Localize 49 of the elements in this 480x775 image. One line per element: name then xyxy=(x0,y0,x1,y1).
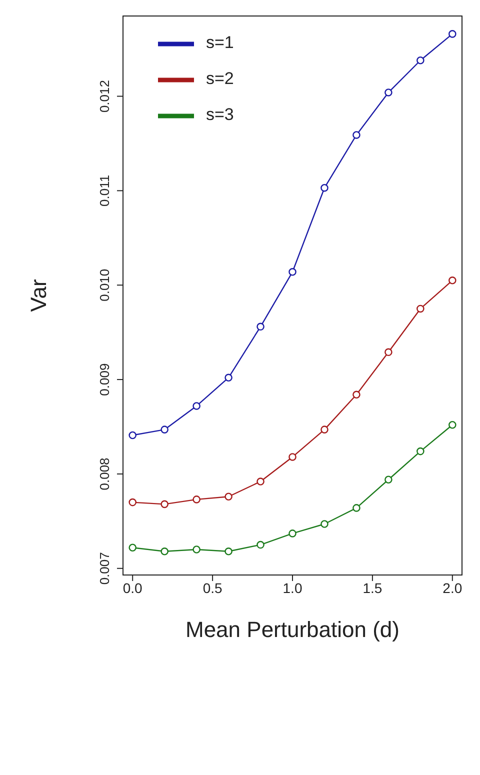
point xyxy=(288,453,296,461)
point xyxy=(352,390,360,399)
y-axis-title: Var xyxy=(26,279,51,312)
point xyxy=(320,520,328,528)
x-tick-label: 0.0 xyxy=(122,580,143,596)
point xyxy=(352,504,360,512)
x-tick-label: 1.0 xyxy=(282,580,302,596)
legend-label: s=1 xyxy=(206,33,234,52)
legend-label: s=3 xyxy=(206,105,234,124)
point xyxy=(160,426,168,434)
point xyxy=(384,88,392,96)
point xyxy=(416,447,424,456)
y-tick-label: 0.008 xyxy=(97,458,112,490)
point xyxy=(448,30,456,38)
point xyxy=(128,544,136,552)
y-tick-label: 0.010 xyxy=(97,268,112,302)
point xyxy=(192,546,200,554)
point xyxy=(288,530,296,538)
point xyxy=(384,348,392,356)
y-tick-label: 0.011 xyxy=(97,174,112,206)
point xyxy=(320,426,328,434)
point xyxy=(320,184,328,192)
point xyxy=(416,56,424,64)
y-tick-label: 0.009 xyxy=(97,363,112,396)
point xyxy=(192,402,200,410)
point xyxy=(224,492,232,501)
point xyxy=(448,276,456,284)
point xyxy=(160,500,168,508)
point xyxy=(416,304,424,313)
point xyxy=(352,131,360,139)
x-axis-title: Mean Perturbation (d) xyxy=(186,617,400,642)
point xyxy=(256,478,264,486)
point xyxy=(256,322,264,331)
y-tick-label: 0.007 xyxy=(97,552,112,585)
point xyxy=(224,374,232,382)
legend-label: s=2 xyxy=(206,69,234,88)
point xyxy=(192,496,200,504)
point xyxy=(128,498,136,506)
x-tick-label: 0.5 xyxy=(202,580,222,596)
point xyxy=(288,268,296,276)
point xyxy=(256,540,264,549)
point xyxy=(448,420,456,429)
point xyxy=(160,547,168,556)
x-tick-label: 2.0 xyxy=(442,580,462,596)
y-tick-label: 0.012 xyxy=(97,80,112,113)
point xyxy=(128,431,136,440)
point xyxy=(224,547,232,556)
x-tick-label: 1.5 xyxy=(362,580,382,596)
point xyxy=(384,476,392,484)
